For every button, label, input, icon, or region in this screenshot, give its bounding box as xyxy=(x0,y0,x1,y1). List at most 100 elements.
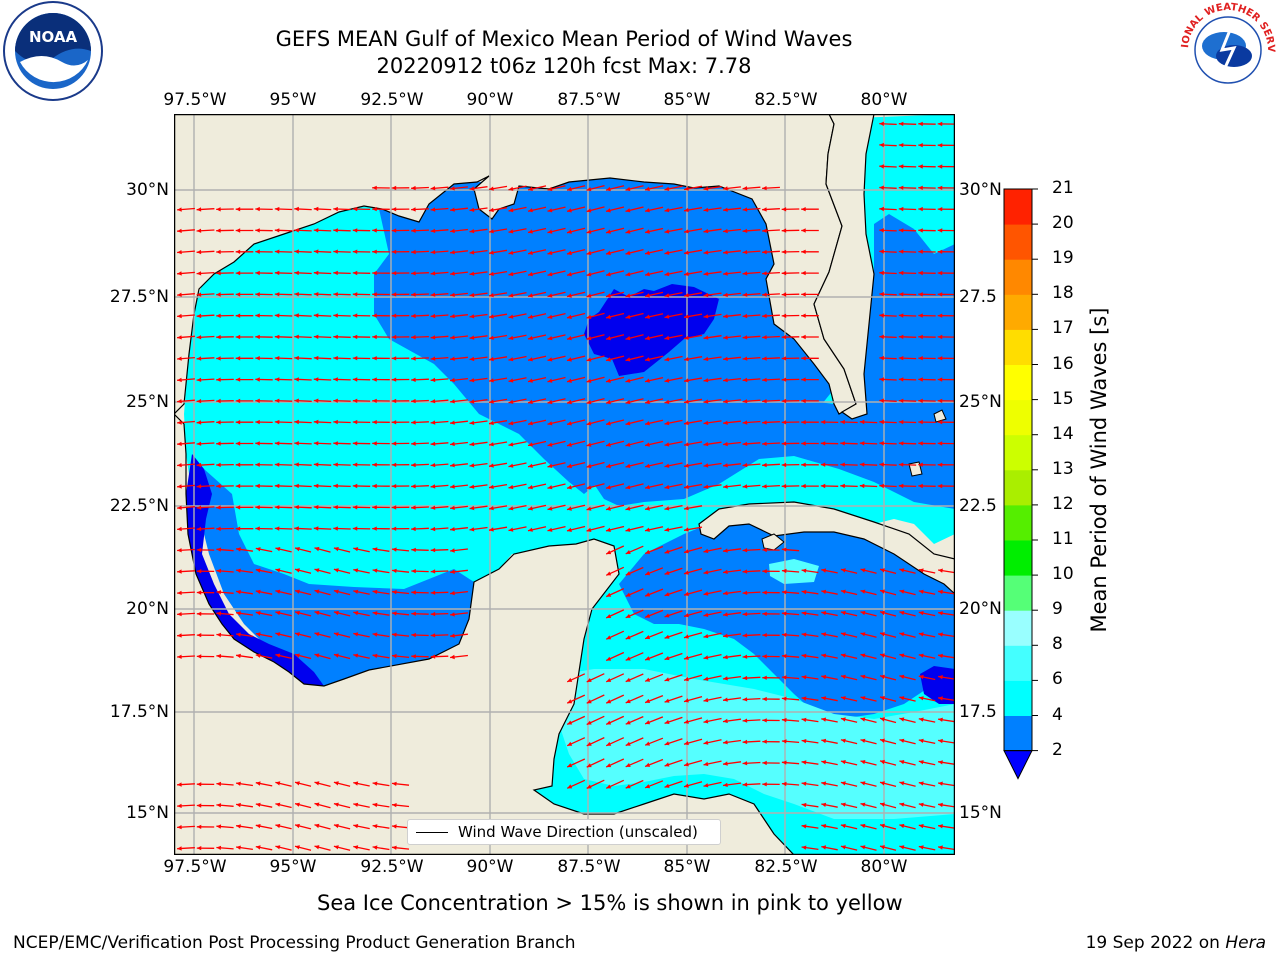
wind-arrow-head xyxy=(781,292,787,297)
wind-arrow-head xyxy=(216,824,222,829)
credit-left: NCEP/EMC/Verification Post Processing Pr… xyxy=(13,933,576,953)
wind-arrow-head xyxy=(450,250,455,255)
wind-arrow-head xyxy=(762,484,767,489)
wind-arrow-head xyxy=(333,462,338,467)
colorbar-segment xyxy=(1004,434,1032,471)
wind-arrow-head xyxy=(508,314,514,319)
wind-arrow-head xyxy=(528,250,533,255)
wind-arrow-head xyxy=(528,208,533,213)
wind-arrow-head xyxy=(275,632,281,637)
wind-arrow-head xyxy=(586,527,592,532)
wind-arrow-head xyxy=(723,378,728,383)
wind-arrow-head xyxy=(352,441,358,446)
wind-arrow-head xyxy=(391,398,397,404)
wind-arrow-head xyxy=(664,570,670,575)
wind-arrow-head xyxy=(313,419,319,425)
wind-arrow-head xyxy=(938,717,943,722)
wind-arrow-head xyxy=(840,845,846,850)
wind-arrow-head xyxy=(177,207,182,212)
wind-arrow-head xyxy=(723,186,728,191)
wind-arrow-head xyxy=(606,357,611,362)
lat-label-right: 25°N xyxy=(959,392,1002,412)
wind-arrow-head xyxy=(295,845,300,850)
wind-arrow-head xyxy=(313,292,319,297)
wind-arrow-head xyxy=(684,271,689,276)
wind-arrow-head xyxy=(586,763,592,768)
wind-arrow-head xyxy=(255,526,260,531)
wind-arrow-head xyxy=(392,803,397,808)
wind-arrow-head xyxy=(255,505,260,510)
wind-arrow-head xyxy=(664,335,670,341)
wind-arrow-head xyxy=(918,441,923,446)
wind-arrow-head xyxy=(606,186,611,192)
wind-arrow-head xyxy=(625,635,631,640)
wind-arrow-head xyxy=(372,270,377,276)
wind-arrow-head xyxy=(820,441,826,446)
wind-arrow-head xyxy=(781,696,787,701)
wind-arrow-head xyxy=(450,548,455,553)
wind-arrow-head xyxy=(372,589,378,595)
wind-arrow-head xyxy=(216,271,221,276)
colorbar-segment xyxy=(1004,329,1032,365)
wind-arrow-head xyxy=(392,653,397,659)
wind-arrow-head xyxy=(937,334,943,340)
wind-arrow-head xyxy=(723,548,728,553)
wind-arrow-head xyxy=(801,696,807,701)
wind-arrow-head xyxy=(723,250,728,255)
wind-arrow-head xyxy=(821,696,827,701)
wind-arrow-head xyxy=(216,505,221,510)
wind-arrow-head xyxy=(177,313,182,319)
wind-arrow-head xyxy=(508,186,514,191)
wind-arrow-head xyxy=(372,483,377,489)
wind-arrow-head xyxy=(625,463,631,468)
wind-arrow-head xyxy=(645,677,651,682)
wind-arrow-head xyxy=(937,313,943,318)
wind-arrow-head xyxy=(820,419,826,425)
wind-arrow-head xyxy=(606,678,612,682)
wind-arrow-head xyxy=(918,249,923,254)
wind-arrow-head xyxy=(937,185,943,190)
wind-arrow-head xyxy=(411,441,416,446)
wind-arrow-head xyxy=(294,206,299,212)
wind-arrow-head xyxy=(489,378,494,383)
wind-arrow-head xyxy=(918,121,923,127)
wind-arrow-head xyxy=(255,419,260,425)
wind-arrow-head xyxy=(508,506,514,511)
wind-arrow-head xyxy=(937,207,943,212)
wind-arrow-head xyxy=(236,845,241,850)
wind-arrow-head xyxy=(879,206,884,212)
wind-arrow-head xyxy=(430,441,436,446)
wind-arrow-head xyxy=(703,655,709,660)
wind-arrow-head xyxy=(880,653,885,658)
wind-arrow-head xyxy=(860,632,866,637)
wind-arrow-head xyxy=(781,228,787,233)
wind-arrow-head xyxy=(567,463,572,469)
colorbar-tick-label: 2 xyxy=(1052,739,1063,760)
wind-arrow-head xyxy=(606,485,611,490)
wind-arrow-head xyxy=(703,634,709,639)
wind-arrow-head xyxy=(450,228,455,234)
wind-arrow-head xyxy=(489,186,494,191)
wind-arrow-head xyxy=(860,781,866,786)
wind-arrow-head xyxy=(742,292,748,297)
wind-arrow-head xyxy=(333,228,338,233)
wind-arrow-head xyxy=(196,824,202,829)
wind-arrow-head xyxy=(353,824,359,829)
wind-arrow-head xyxy=(391,420,397,425)
wind-arrow-head xyxy=(294,313,299,318)
ocean-blue-region xyxy=(594,399,955,509)
wind-arrow-head xyxy=(645,378,650,383)
wind-arrow-head xyxy=(860,653,866,658)
legend-line-sample xyxy=(416,832,448,833)
wind-arrow-head xyxy=(196,420,202,425)
wind-arrow-head xyxy=(450,484,455,489)
wind-arrow-head xyxy=(177,420,182,425)
wind-arrow-head xyxy=(821,781,827,786)
wind-arrow-head xyxy=(781,590,787,595)
wind-arrow-head xyxy=(664,378,670,383)
wind-arrow-head xyxy=(840,441,845,446)
wind-arrow-head xyxy=(937,462,943,467)
wind-arrow-head xyxy=(352,377,358,382)
colorbar-label: Mean Period of Wind Waves [s] xyxy=(1087,307,1111,633)
wind-arrow-head xyxy=(801,228,806,233)
